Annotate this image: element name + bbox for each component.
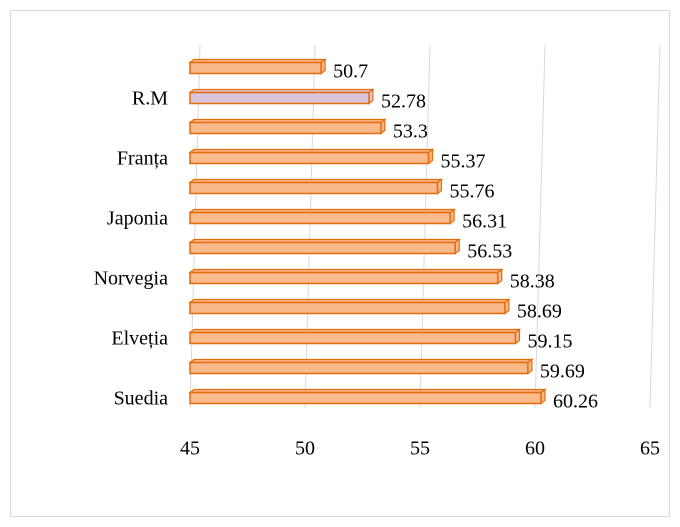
x-tick-label: 60 (525, 438, 545, 460)
data-label: 58.69 (517, 301, 562, 323)
bar (189, 241, 456, 255)
data-label: 58.38 (510, 271, 555, 293)
y-tick-label: Japonia (107, 208, 168, 230)
data-label: 55.76 (449, 181, 494, 203)
grid-line (304, 44, 316, 409)
data-label: 60.26 (553, 391, 598, 413)
bar (189, 361, 529, 375)
grid-line (649, 44, 661, 409)
y-tick-label: Franța (117, 148, 168, 170)
bar (189, 91, 370, 105)
bar (189, 391, 542, 405)
data-label: 59.15 (527, 331, 572, 353)
x-tick-label: 45 (180, 438, 200, 460)
bar (189, 331, 517, 345)
y-tick-label: R.M (132, 88, 168, 110)
bar (189, 181, 439, 195)
bar (189, 271, 499, 285)
y-tick-label: Elveția (111, 328, 168, 350)
bar (189, 61, 322, 75)
bar (189, 151, 430, 165)
grid-line (534, 44, 546, 409)
bar (189, 211, 451, 225)
data-label: 55.37 (441, 151, 486, 173)
chart-frame (10, 10, 670, 517)
x-tick-label: 50 (295, 438, 315, 460)
data-label: 59.69 (540, 361, 585, 383)
y-tick-label: Norvegia (94, 268, 169, 290)
grid-line (189, 44, 201, 409)
y-tick-label: Suedia (114, 388, 169, 410)
data-label: 50.7 (333, 61, 368, 83)
data-label: 52.78 (381, 91, 426, 113)
x-tick-label: 65 (640, 438, 660, 460)
data-label: 53.3 (393, 121, 428, 143)
grid-line (419, 44, 431, 409)
bar (189, 121, 382, 135)
data-label: 56.53 (467, 241, 512, 263)
x-tick-label: 55 (410, 438, 430, 460)
bar (189, 301, 506, 315)
data-label: 56.31 (462, 211, 507, 233)
